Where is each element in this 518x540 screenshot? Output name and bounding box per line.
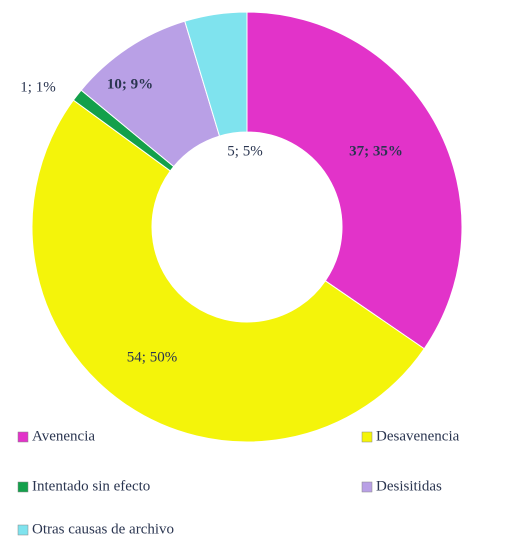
- data-label: 37; 35%: [349, 143, 403, 159]
- data-label: 54; 50%: [127, 349, 177, 365]
- legend-label: Otras causas de archivo: [32, 521, 174, 537]
- legend-swatch: [17, 431, 29, 443]
- legend-swatch: [361, 481, 373, 493]
- donut-slice: [31, 99, 425, 443]
- data-label: 1; 1%: [20, 79, 55, 95]
- data-label: 10; 9%: [107, 76, 153, 92]
- legend-label: Intentado sin efecto: [32, 478, 150, 494]
- legend-label: Avenencia: [32, 428, 95, 444]
- legend-label: Desisitidas: [376, 478, 442, 494]
- legend-swatch: [361, 431, 373, 443]
- donut-slice: [184, 11, 248, 137]
- donut-slice: [246, 11, 463, 350]
- legend-swatch: [17, 481, 29, 493]
- legend-swatch: [17, 524, 29, 536]
- data-label: 5; 5%: [227, 143, 262, 159]
- legend-label: Desavenencia: [376, 428, 460, 444]
